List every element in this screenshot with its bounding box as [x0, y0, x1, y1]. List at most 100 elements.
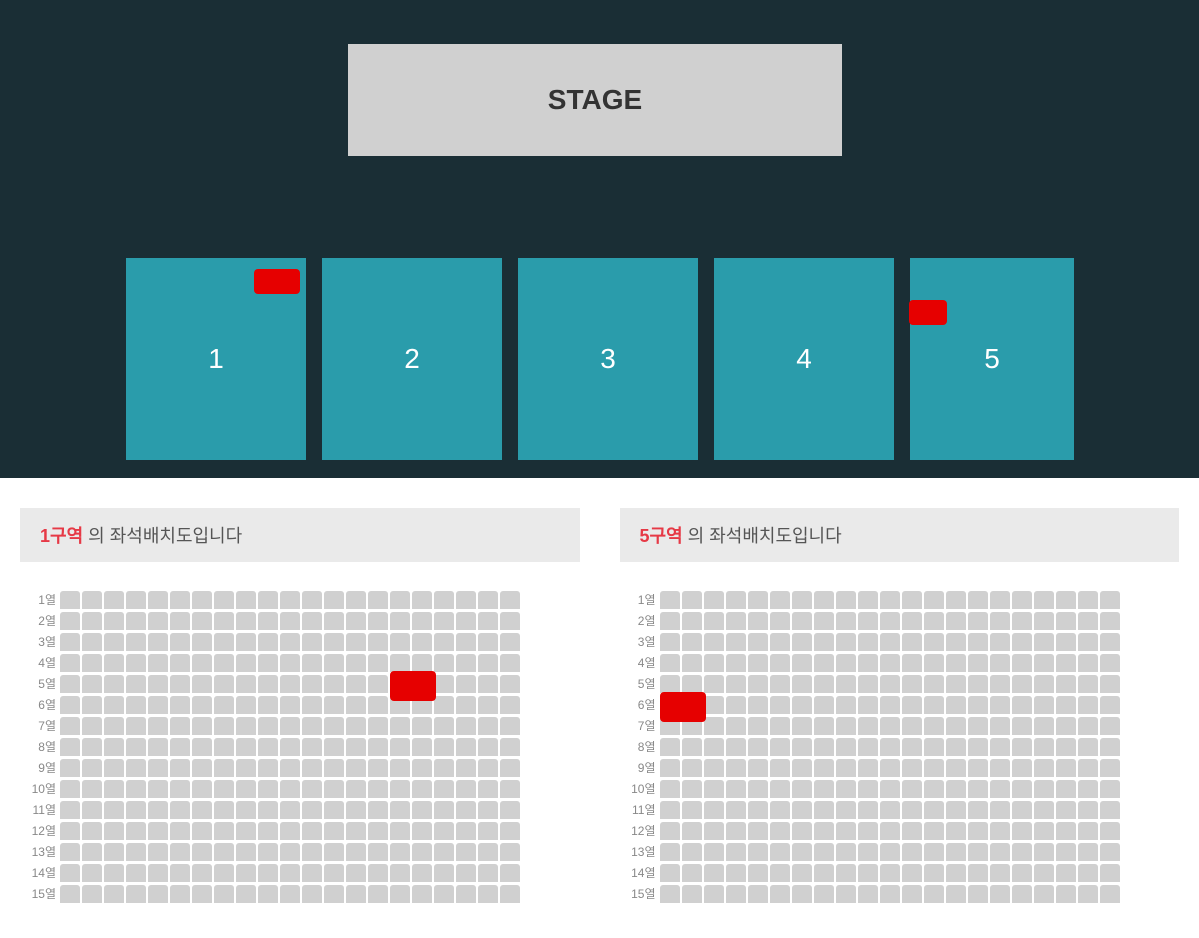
- seat[interactable]: [770, 780, 790, 798]
- seat[interactable]: [770, 675, 790, 693]
- seat[interactable]: [968, 633, 988, 651]
- seat[interactable]: [456, 822, 476, 840]
- seat[interactable]: [126, 759, 146, 777]
- seat[interactable]: [858, 738, 878, 756]
- seat[interactable]: [1100, 759, 1120, 777]
- seat[interactable]: [946, 822, 966, 840]
- seat[interactable]: [858, 696, 878, 714]
- seat[interactable]: [990, 801, 1010, 819]
- seat[interactable]: [478, 633, 498, 651]
- seat[interactable]: [500, 696, 520, 714]
- seat[interactable]: [170, 885, 190, 903]
- seat[interactable]: [1034, 717, 1054, 735]
- seat[interactable]: [814, 675, 834, 693]
- seat[interactable]: [1034, 780, 1054, 798]
- seat[interactable]: [770, 864, 790, 882]
- seat[interactable]: [1012, 801, 1032, 819]
- seat[interactable]: [726, 675, 746, 693]
- seat[interactable]: [858, 843, 878, 861]
- seat[interactable]: [82, 780, 102, 798]
- seat[interactable]: [748, 801, 768, 819]
- seat[interactable]: [792, 885, 812, 903]
- seat[interactable]: [1078, 612, 1098, 630]
- seat[interactable]: [280, 885, 300, 903]
- seat[interactable]: [858, 759, 878, 777]
- seat[interactable]: [104, 738, 124, 756]
- seat[interactable]: [434, 696, 454, 714]
- seat[interactable]: [990, 654, 1010, 672]
- seat[interactable]: [858, 675, 878, 693]
- seat[interactable]: [170, 822, 190, 840]
- seat[interactable]: [214, 633, 234, 651]
- seat[interactable]: [280, 759, 300, 777]
- seat[interactable]: [478, 822, 498, 840]
- seat[interactable]: [946, 717, 966, 735]
- seat[interactable]: [148, 633, 168, 651]
- seat[interactable]: [1034, 654, 1054, 672]
- seat[interactable]: [968, 738, 988, 756]
- seat[interactable]: [500, 633, 520, 651]
- seat[interactable]: [60, 780, 80, 798]
- seat[interactable]: [82, 633, 102, 651]
- seat[interactable]: [682, 759, 702, 777]
- seat[interactable]: [104, 801, 124, 819]
- seat[interactable]: [302, 822, 322, 840]
- seat[interactable]: [924, 864, 944, 882]
- seat[interactable]: [500, 885, 520, 903]
- seat[interactable]: [456, 717, 476, 735]
- seat[interactable]: [104, 612, 124, 630]
- seat[interactable]: [434, 780, 454, 798]
- seat[interactable]: [368, 591, 388, 609]
- seat[interactable]: [324, 843, 344, 861]
- seat[interactable]: [880, 801, 900, 819]
- seat[interactable]: [1012, 759, 1032, 777]
- seat[interactable]: [836, 864, 856, 882]
- seat[interactable]: [478, 738, 498, 756]
- seat[interactable]: [280, 696, 300, 714]
- seat[interactable]: [1012, 843, 1032, 861]
- seat[interactable]: [924, 654, 944, 672]
- seat[interactable]: [324, 696, 344, 714]
- seat[interactable]: [990, 864, 1010, 882]
- seat[interactable]: [968, 885, 988, 903]
- seat[interactable]: [368, 696, 388, 714]
- seat[interactable]: [1034, 843, 1054, 861]
- seat[interactable]: [148, 780, 168, 798]
- seat[interactable]: [456, 801, 476, 819]
- seat[interactable]: [170, 717, 190, 735]
- seat[interactable]: [500, 717, 520, 735]
- seat[interactable]: [1012, 738, 1032, 756]
- seat[interactable]: [104, 675, 124, 693]
- seat[interactable]: [390, 801, 410, 819]
- seat[interactable]: [500, 738, 520, 756]
- seat[interactable]: [236, 822, 256, 840]
- seat[interactable]: [192, 696, 212, 714]
- seat[interactable]: [456, 843, 476, 861]
- seat[interactable]: [258, 591, 278, 609]
- seat[interactable]: [456, 759, 476, 777]
- seat[interactable]: [1056, 822, 1076, 840]
- seat[interactable]: [478, 675, 498, 693]
- seat[interactable]: [1078, 801, 1098, 819]
- seat[interactable]: [302, 675, 322, 693]
- seat[interactable]: [368, 717, 388, 735]
- section-box-5[interactable]: 5: [910, 258, 1074, 460]
- seat[interactable]: [258, 717, 278, 735]
- seat[interactable]: [1012, 696, 1032, 714]
- seat[interactable]: [880, 864, 900, 882]
- seat[interactable]: [368, 822, 388, 840]
- seat[interactable]: [1012, 591, 1032, 609]
- seat[interactable]: [682, 885, 702, 903]
- seat[interactable]: [456, 675, 476, 693]
- seat[interactable]: [434, 612, 454, 630]
- seat[interactable]: [726, 780, 746, 798]
- seat[interactable]: [192, 822, 212, 840]
- seat[interactable]: [60, 591, 80, 609]
- seat[interactable]: [214, 843, 234, 861]
- seat[interactable]: [390, 738, 410, 756]
- seat[interactable]: [170, 780, 190, 798]
- seat[interactable]: [302, 612, 322, 630]
- seat[interactable]: [280, 591, 300, 609]
- seat[interactable]: [434, 633, 454, 651]
- seat[interactable]: [214, 696, 234, 714]
